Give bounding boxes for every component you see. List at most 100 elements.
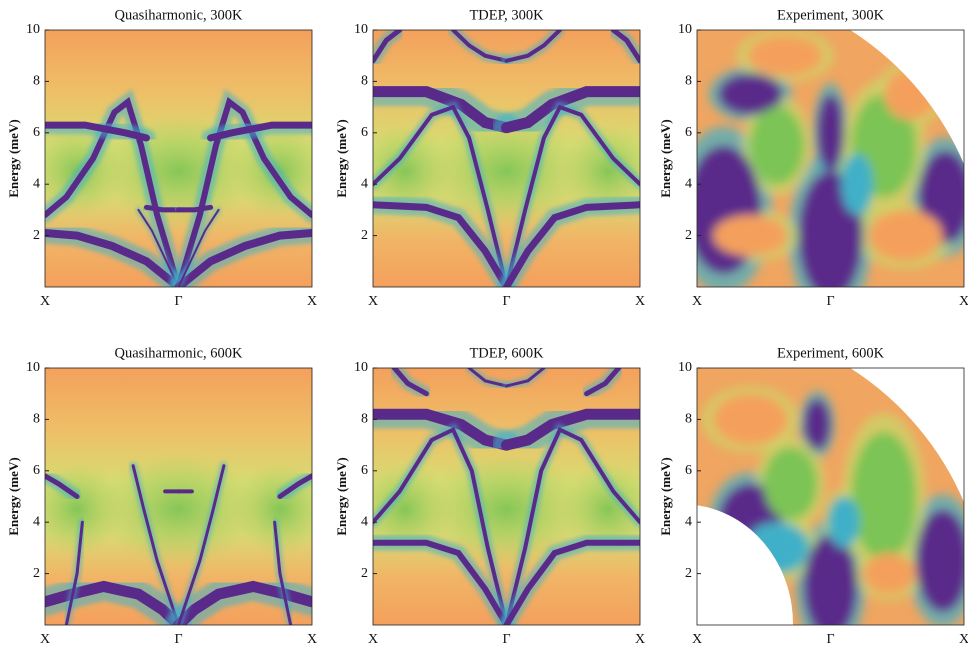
band bbox=[503, 201, 640, 287]
band bbox=[610, 30, 640, 64]
no-data-region bbox=[850, 30, 964, 165]
frame bbox=[696, 29, 965, 288]
glow bbox=[559, 463, 640, 556]
panel-title: TDEP, 600K bbox=[469, 345, 544, 361]
heatmap-image bbox=[373, 30, 640, 287]
y-tick-label: 8 bbox=[685, 74, 692, 89]
y-tick-label: 6 bbox=[685, 463, 692, 478]
x-tick-label: X bbox=[959, 294, 968, 309]
blob bbox=[817, 94, 844, 172]
band bbox=[137, 208, 180, 287]
blob bbox=[827, 496, 860, 548]
blob bbox=[803, 535, 858, 625]
blob bbox=[851, 432, 916, 561]
glow bbox=[373, 463, 454, 556]
x-tick-label: Γ bbox=[174, 632, 182, 647]
panel: Experiment, 600K Energy (meV) 2 4 6 8 10 X Γ X bbox=[658, 345, 968, 647]
blob bbox=[713, 215, 788, 257]
x-tick-label: X bbox=[368, 294, 378, 309]
x-tick-label: X bbox=[692, 632, 702, 647]
glow bbox=[426, 452, 587, 566]
y-tick-label: 10 bbox=[26, 360, 40, 375]
band bbox=[173, 580, 312, 625]
y-axis-label: Energy (meV) bbox=[658, 457, 673, 535]
x-tick-label: X bbox=[635, 294, 645, 309]
x-tick-label: X bbox=[635, 632, 645, 647]
y-axis-label: Energy (meV) bbox=[334, 119, 349, 197]
y-tick-label: 4 bbox=[361, 514, 368, 529]
band bbox=[373, 86, 512, 134]
y-tick-label: 6 bbox=[361, 463, 368, 478]
band bbox=[45, 121, 150, 142]
band bbox=[391, 368, 429, 397]
band bbox=[451, 30, 509, 63]
panel-title: Quasiharmonic, 600K bbox=[114, 345, 243, 361]
band bbox=[64, 520, 84, 625]
x-tick-label: Γ bbox=[174, 294, 182, 309]
blob bbox=[915, 509, 964, 613]
heatmap-image bbox=[697, 368, 964, 625]
y-tick-label: 6 bbox=[685, 125, 692, 140]
panel-title: Experiment, 300K bbox=[777, 7, 885, 23]
blob bbox=[747, 35, 823, 77]
band bbox=[504, 30, 562, 63]
band bbox=[505, 368, 546, 388]
y-tick-label: 8 bbox=[33, 412, 40, 427]
y-tick-label: 8 bbox=[361, 412, 368, 427]
blob bbox=[803, 398, 831, 451]
y-tick-label: 4 bbox=[685, 514, 692, 529]
heatmap-image bbox=[45, 30, 312, 287]
blob bbox=[713, 393, 788, 446]
band bbox=[45, 580, 184, 625]
y-tick-label: 2 bbox=[361, 566, 368, 581]
y-tick-label: 8 bbox=[361, 74, 368, 89]
panel: TDEP, 300K Energy (meV) 2 4 6 8 10 X Γ X bbox=[334, 7, 645, 309]
band bbox=[273, 520, 293, 625]
glow bbox=[373, 125, 454, 218]
y-tick-label: 10 bbox=[678, 360, 692, 375]
frame bbox=[372, 367, 641, 626]
band bbox=[373, 104, 509, 287]
y-tick-label: 2 bbox=[361, 228, 368, 243]
y-tick-label: 10 bbox=[354, 360, 368, 375]
band bbox=[277, 473, 312, 499]
blob bbox=[718, 73, 783, 115]
band bbox=[503, 539, 640, 625]
y-tick-label: 8 bbox=[33, 74, 40, 89]
x-tick-label: X bbox=[959, 632, 968, 647]
y-tick-label: 4 bbox=[361, 176, 368, 191]
y-tick-label: 2 bbox=[685, 228, 692, 243]
frame bbox=[696, 367, 965, 626]
frame bbox=[44, 29, 313, 288]
y-tick-label: 2 bbox=[685, 566, 692, 581]
band bbox=[373, 539, 510, 625]
y-tick-label: 6 bbox=[361, 125, 368, 140]
frame bbox=[372, 29, 641, 288]
heatmap-image bbox=[45, 368, 312, 625]
blob bbox=[750, 107, 804, 185]
blob bbox=[841, 153, 874, 216]
y-tick-label: 6 bbox=[33, 125, 40, 140]
panel-title: Experiment, 600K bbox=[777, 345, 885, 361]
y-axis-label: Energy (meV) bbox=[6, 457, 21, 535]
band bbox=[584, 368, 622, 397]
band bbox=[373, 30, 403, 64]
blobs bbox=[697, 30, 964, 287]
band bbox=[501, 408, 640, 451]
y-tick-label: 6 bbox=[33, 463, 40, 478]
y-tick-label: 4 bbox=[685, 176, 692, 191]
x-tick-label: Γ bbox=[502, 632, 510, 647]
glow bbox=[559, 125, 640, 218]
x-tick-label: X bbox=[307, 294, 317, 309]
band bbox=[373, 426, 509, 625]
y-tick-label: 2 bbox=[33, 228, 40, 243]
heatmap-image bbox=[697, 30, 964, 287]
band bbox=[504, 426, 640, 625]
y-tick-label: 10 bbox=[678, 22, 692, 37]
y-axis-label: Energy (meV) bbox=[658, 119, 673, 197]
heatmap-image bbox=[373, 368, 640, 625]
band bbox=[504, 104, 640, 287]
x-tick-label: Γ bbox=[826, 632, 834, 647]
